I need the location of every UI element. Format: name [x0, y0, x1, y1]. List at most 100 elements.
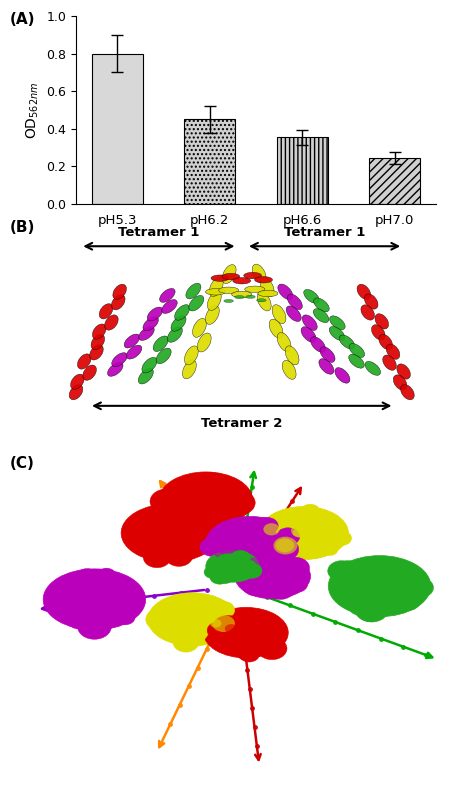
Circle shape — [86, 590, 99, 598]
Circle shape — [173, 633, 199, 652]
Circle shape — [392, 583, 416, 601]
Ellipse shape — [171, 316, 186, 331]
Circle shape — [228, 553, 247, 566]
Circle shape — [153, 520, 180, 540]
Circle shape — [241, 563, 264, 580]
Circle shape — [177, 506, 201, 523]
Circle shape — [177, 620, 201, 638]
Ellipse shape — [210, 278, 223, 297]
Circle shape — [195, 484, 210, 494]
Circle shape — [223, 545, 250, 565]
Circle shape — [168, 543, 189, 559]
Circle shape — [342, 566, 368, 586]
Circle shape — [276, 528, 300, 546]
Circle shape — [256, 542, 272, 554]
Ellipse shape — [278, 284, 293, 300]
Circle shape — [150, 489, 183, 514]
Circle shape — [212, 504, 228, 516]
Ellipse shape — [328, 556, 431, 617]
Ellipse shape — [302, 315, 317, 330]
Circle shape — [267, 579, 294, 599]
Circle shape — [275, 538, 294, 552]
Ellipse shape — [401, 385, 414, 400]
Text: (B): (B) — [9, 220, 35, 235]
Ellipse shape — [365, 294, 378, 309]
Circle shape — [194, 507, 216, 523]
Circle shape — [332, 531, 352, 546]
Circle shape — [182, 614, 195, 622]
Circle shape — [295, 514, 324, 535]
Circle shape — [243, 568, 256, 578]
Circle shape — [53, 582, 71, 595]
Circle shape — [267, 554, 286, 568]
Circle shape — [407, 578, 434, 598]
Circle shape — [196, 617, 220, 634]
Text: (A): (A) — [9, 12, 35, 27]
Circle shape — [179, 487, 205, 506]
Circle shape — [160, 498, 182, 514]
Ellipse shape — [372, 325, 385, 340]
Circle shape — [98, 579, 121, 597]
Ellipse shape — [139, 326, 154, 341]
Circle shape — [266, 634, 282, 645]
Circle shape — [258, 562, 276, 576]
Circle shape — [245, 644, 263, 658]
Circle shape — [166, 538, 190, 555]
Text: Tetramer 1: Tetramer 1 — [118, 226, 200, 239]
Circle shape — [69, 601, 97, 621]
Circle shape — [251, 626, 272, 642]
Circle shape — [77, 591, 99, 607]
Circle shape — [209, 527, 229, 542]
Ellipse shape — [313, 309, 329, 322]
Circle shape — [276, 568, 289, 578]
Ellipse shape — [69, 385, 83, 400]
Circle shape — [179, 512, 201, 528]
Ellipse shape — [83, 365, 96, 380]
Ellipse shape — [108, 362, 123, 376]
Circle shape — [126, 530, 146, 546]
Circle shape — [184, 497, 201, 510]
Circle shape — [167, 518, 187, 533]
Ellipse shape — [233, 278, 251, 284]
Ellipse shape — [174, 305, 190, 320]
Circle shape — [239, 646, 259, 662]
Ellipse shape — [339, 335, 355, 349]
Circle shape — [193, 473, 228, 498]
Circle shape — [383, 572, 413, 594]
Circle shape — [236, 628, 247, 636]
Bar — [369, 158, 420, 204]
Circle shape — [399, 596, 419, 610]
Circle shape — [219, 538, 233, 549]
Circle shape — [230, 560, 240, 567]
Circle shape — [342, 586, 375, 610]
Circle shape — [213, 618, 237, 636]
Circle shape — [210, 619, 221, 628]
Bar — [277, 138, 328, 204]
Circle shape — [182, 511, 204, 527]
Circle shape — [178, 602, 191, 613]
Ellipse shape — [361, 305, 374, 320]
Ellipse shape — [386, 344, 400, 359]
Circle shape — [322, 543, 338, 555]
Circle shape — [235, 642, 261, 661]
Ellipse shape — [211, 275, 229, 282]
Ellipse shape — [156, 348, 171, 364]
Ellipse shape — [159, 472, 253, 528]
Circle shape — [361, 597, 382, 613]
Circle shape — [235, 569, 258, 586]
Circle shape — [177, 596, 200, 613]
Circle shape — [257, 638, 287, 660]
Circle shape — [263, 575, 283, 590]
Circle shape — [197, 475, 223, 494]
Circle shape — [217, 559, 228, 566]
Ellipse shape — [255, 277, 273, 283]
Circle shape — [229, 626, 249, 641]
Circle shape — [191, 478, 216, 496]
Circle shape — [262, 573, 275, 582]
Ellipse shape — [167, 326, 182, 342]
Ellipse shape — [287, 294, 302, 310]
Ellipse shape — [282, 360, 296, 379]
Ellipse shape — [113, 284, 127, 299]
Circle shape — [52, 586, 70, 599]
Circle shape — [200, 538, 225, 557]
